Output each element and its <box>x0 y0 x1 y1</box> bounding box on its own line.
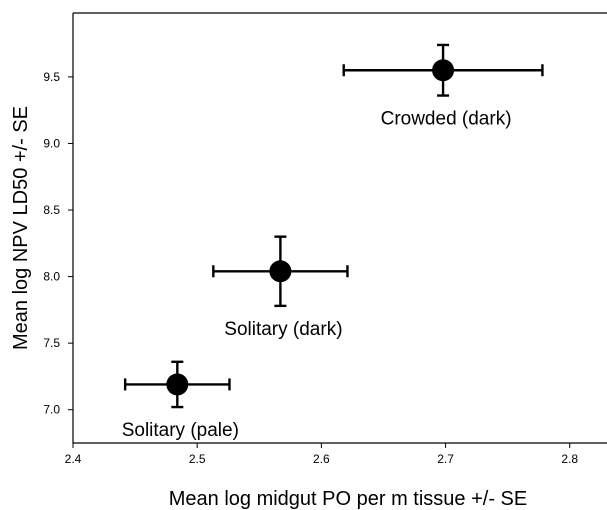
y-tick-label: 9.0 <box>43 136 60 150</box>
data-point-label: Crowded (dark) <box>381 109 512 130</box>
x-tick-label: 2.4 <box>65 452 82 466</box>
data-point-marker <box>166 373 189 396</box>
x-ticks: 2.4 2.5 2.6 2.7 2.8 <box>65 443 578 466</box>
x-tick-label: 2.7 <box>437 452 454 466</box>
y-tick-label: 7.5 <box>43 336 60 350</box>
y-tick-label: 9.5 <box>43 70 60 84</box>
data-point-label: Solitary (pale) <box>122 420 239 441</box>
data-point-group: Crowded (dark) <box>342 43 544 130</box>
x-tick-label: 2.8 <box>561 452 578 466</box>
x-axis-title: Mean log midgut PO per m tissue +/- SE <box>169 488 528 510</box>
y-axis-title: Mean log NPV LD50 +/- SE <box>10 106 32 350</box>
data-points: Crowded (dark) Solitary (dark) Solitary (p… <box>122 43 544 441</box>
data-point-marker <box>269 260 292 283</box>
y-ticks: 7.0 7.5 8.0 8.5 9.0 9.5 <box>43 70 73 417</box>
x-tick-label: 2.6 <box>313 452 330 466</box>
data-point-group: Solitary (dark) <box>212 235 349 340</box>
y-tick-label: 8.0 <box>43 270 60 284</box>
data-point-group: Solitary (pale) <box>122 360 239 441</box>
data-point-label: Solitary (dark) <box>224 319 342 340</box>
y-tick-label: 8.5 <box>43 203 60 217</box>
data-point-marker <box>432 59 455 82</box>
x-tick-label: 2.5 <box>189 452 206 466</box>
y-tick-label: 7.0 <box>43 403 60 417</box>
axes <box>72 12 607 444</box>
